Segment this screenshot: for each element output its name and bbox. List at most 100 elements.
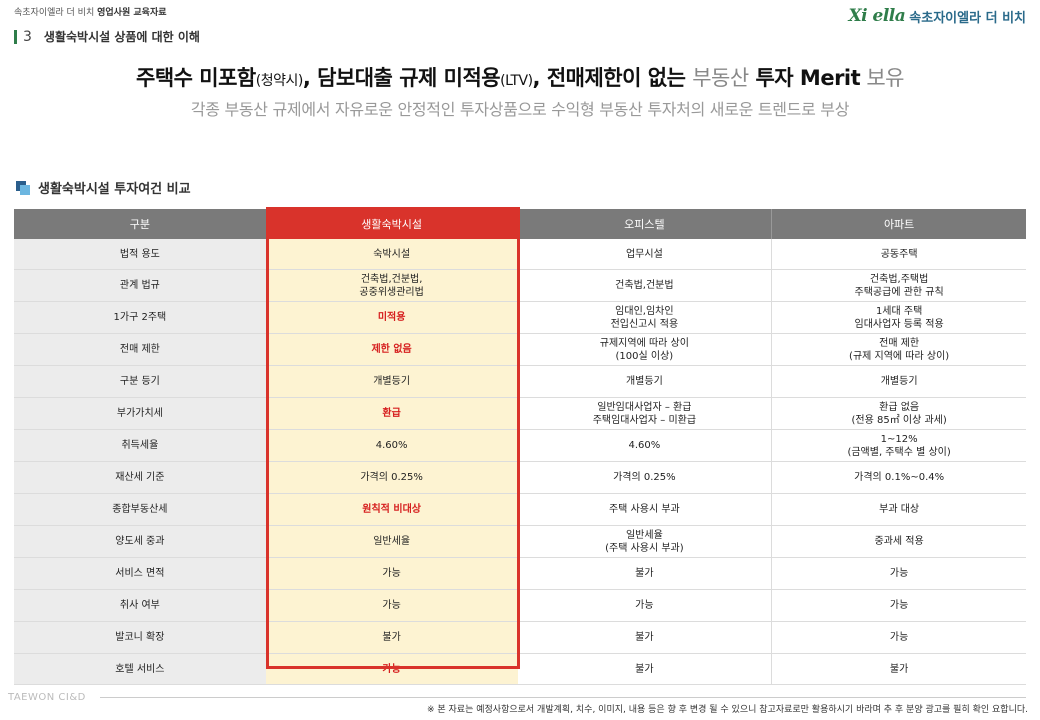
table-cell: 미적용 bbox=[265, 302, 518, 333]
table-cell: 불가 bbox=[517, 654, 773, 684]
table-cell: 제한 없음 bbox=[265, 334, 518, 365]
headline-part4: 부동산 bbox=[692, 66, 749, 90]
table-cell: 업무시설 bbox=[517, 239, 773, 269]
header-cell: 아파트 bbox=[772, 209, 1026, 239]
table-title-text: 생활숙박시설 투자여건 비교 bbox=[38, 182, 191, 197]
table-row: 1가구 2주택 미적용 임대인,임차인 전입신고시 적용 1세대 주택 임대사업자 등… bbox=[14, 302, 1026, 334]
table-cell: 일반임대사업자 – 환급 주택임대사업자 – 미환급 bbox=[517, 398, 773, 429]
table-cell: 가격의 0.1%~0.4% bbox=[772, 462, 1026, 493]
table-cell: 취득세율 bbox=[14, 430, 266, 461]
table-row: 전매 제한 제한 없음 규제지역에 따라 상이 (100실 이상) 전매 제한 (규제… bbox=[14, 334, 1026, 366]
brand-name: 속초자이엘라 더 비치 bbox=[909, 10, 1026, 26]
table-cell: 종합부동산세 bbox=[14, 494, 266, 525]
table-row: 부가가치세 환급 일반임대사업자 – 환급 주택임대사업자 – 미환급 환급 없음 (… bbox=[14, 398, 1026, 430]
header-cell: 구분 bbox=[14, 209, 266, 239]
table-cell: 일반세율 (주택 사용시 부과) bbox=[517, 526, 773, 557]
breadcrumb-prefix: 속초자이엘라 더 비치 bbox=[14, 8, 95, 18]
table-cell: 전매 제한 (규제 지역에 따라 상이) bbox=[772, 334, 1026, 365]
table-cell: 4.60% bbox=[517, 430, 773, 461]
headline: 주택수 미포함(청약시), 담보대출 규제 미적용(LTV), 전매제한이 없는… bbox=[0, 62, 1040, 92]
section-bar bbox=[14, 29, 17, 44]
table-row: 관계 법규 건축법,건분법, 공중위생관리법 건축법,건분법 건축법,주택법 주택공급… bbox=[14, 270, 1026, 302]
headline-part6: 보유 bbox=[860, 66, 904, 90]
headline-part3: , 전매제한이 없는 bbox=[532, 66, 693, 90]
table-cell: 가능 bbox=[772, 622, 1026, 653]
table-cell: 서비스 면적 bbox=[14, 558, 266, 589]
section-title: 생활숙박시설 상품에 대한 이해 bbox=[43, 30, 200, 44]
table-cell: 호텔 서비스 bbox=[14, 654, 266, 684]
table-cell: 1세대 주택 임대사업자 등록 적용 bbox=[772, 302, 1026, 333]
table-cell: 공동주택 bbox=[772, 239, 1026, 269]
table-cell: 1~12% (금액별, 주택수 별 상이) bbox=[772, 430, 1026, 461]
table-cell: 가능 bbox=[265, 558, 518, 589]
table-cell: 가능 bbox=[265, 654, 518, 684]
brand-logo: Xi ella bbox=[848, 6, 906, 26]
table-cell: 개별등기 bbox=[265, 366, 518, 397]
table-cell: 일반세율 bbox=[265, 526, 518, 557]
table-cell: 전매 제한 bbox=[14, 334, 266, 365]
disclaimer: ※ 본 자료는 예정사항으로서 개발계획, 치수, 이미지, 내용 등은 향 후… bbox=[426, 705, 1028, 715]
table-cell: 환급 bbox=[265, 398, 518, 429]
breadcrumb-bold: 영업사원 교육자료 bbox=[97, 8, 167, 18]
table-title: 생활숙박시설 투자여건 비교 bbox=[16, 178, 191, 197]
table-cell: 건축법,주택법 주택공급에 관한 규칙 bbox=[772, 270, 1026, 301]
table-row: 취득세율 4.60% 4.60% 1~12% (금액별, 주택수 별 상이) bbox=[14, 430, 1026, 462]
section-heading: 3 생활숙박시설 상품에 대한 이해 bbox=[14, 28, 200, 45]
table-cell: 재산세 기준 bbox=[14, 462, 266, 493]
table-row: 호텔 서비스 가능 불가 불가 bbox=[14, 654, 1026, 685]
table-cell: 규제지역에 따라 상이 (100실 이상) bbox=[517, 334, 773, 365]
footer-divider bbox=[100, 697, 1026, 698]
table-row: 양도세 중과 일반세율 일반세율 (주택 사용시 부과) 중과세 적용 bbox=[14, 526, 1026, 558]
breadcrumb: 속초자이엘라 더 비치 영업사원 교육자료 bbox=[14, 5, 167, 18]
table-cell: 건축법,건분법 bbox=[517, 270, 773, 301]
table-cell: 임대인,임차인 전입신고시 적용 bbox=[517, 302, 773, 333]
table-cell: 불가 bbox=[517, 558, 773, 589]
table-cell: 가능 bbox=[265, 590, 518, 621]
company-logo: TAEWON CI&D bbox=[8, 692, 86, 703]
headline-part1: 주택수 미포함 bbox=[136, 66, 256, 90]
table-cell: 개별등기 bbox=[517, 366, 773, 397]
table-cell: 환급 없음 (전용 85㎡ 이상 과세) bbox=[772, 398, 1026, 429]
table-cell: 가격의 0.25% bbox=[265, 462, 518, 493]
table-cell: 취사 여부 bbox=[14, 590, 266, 621]
table-cell: 중과세 적용 bbox=[772, 526, 1026, 557]
table-cell: 발코니 확장 bbox=[14, 622, 266, 653]
brand-logo-area: Xi ella 속초자이엘라 더 비치 bbox=[848, 6, 1026, 26]
table-row: 발코니 확장 불가 불가 가능 bbox=[14, 622, 1026, 654]
table-row: 법적 용도 숙박시설 업무시설 공동주택 bbox=[14, 239, 1026, 270]
table-row: 서비스 면적 가능 불가 가능 bbox=[14, 558, 1026, 590]
table-row: 구분 등기 개별등기 개별등기 개별등기 bbox=[14, 366, 1026, 398]
header-cell: 생활숙박시설 bbox=[265, 209, 518, 239]
table-cell: 가능 bbox=[517, 590, 773, 621]
headline-part2: , 담보대출 규제 미적용 bbox=[302, 66, 501, 90]
subheadline: 각종 부동산 규제에서 자유로운 안정적인 투자상품으로 수익형 부동산 투자처… bbox=[190, 100, 850, 119]
table-cell: 1가구 2주택 bbox=[14, 302, 266, 333]
comparison-table: 구분 생활숙박시설 오피스텔 아파트 법적 용도 숙박시설 업무시설 공동주택 관계 법… bbox=[14, 209, 1026, 685]
table-cell: 부과 대상 bbox=[772, 494, 1026, 525]
table-row: 종합부동산세 원칙적 비대상 주택 사용시 부과 부과 대상 bbox=[14, 494, 1026, 526]
table-cell: 불가 bbox=[772, 654, 1026, 684]
table-row: 취사 여부 가능 가능 가능 bbox=[14, 590, 1026, 622]
headline-part5: 투자 Merit bbox=[748, 66, 861, 90]
table-cell: 개별등기 bbox=[772, 366, 1026, 397]
table-cell: 원칙적 비대상 bbox=[265, 494, 518, 525]
table-row: 재산세 기준 가격의 0.25% 가격의 0.25% 가격의 0.1%~0.4% bbox=[14, 462, 1026, 494]
headline-part2-small: (LTV) bbox=[500, 73, 533, 89]
section-number: 3 bbox=[23, 28, 32, 45]
table-cell: 부가가치세 bbox=[14, 398, 266, 429]
table-cell: 법적 용도 bbox=[14, 239, 266, 269]
table-cell: 양도세 중과 bbox=[14, 526, 266, 557]
header-cell: 오피스텔 bbox=[517, 209, 773, 239]
squares-icon bbox=[16, 180, 30, 195]
headline-part1-small: (청약시) bbox=[255, 73, 304, 89]
table-cell: 4.60% bbox=[265, 430, 518, 461]
table-cell: 불가 bbox=[265, 622, 518, 653]
table-cell: 숙박시설 bbox=[265, 239, 518, 269]
table-cell: 구분 등기 bbox=[14, 366, 266, 397]
table-cell: 관계 법규 bbox=[14, 270, 266, 301]
table-cell: 주택 사용시 부과 bbox=[517, 494, 773, 525]
table-cell: 불가 bbox=[517, 622, 773, 653]
table-header-row: 구분 생활숙박시설 오피스텔 아파트 bbox=[14, 209, 1026, 239]
table-cell: 가능 bbox=[772, 558, 1026, 589]
table-cell: 가격의 0.25% bbox=[517, 462, 773, 493]
